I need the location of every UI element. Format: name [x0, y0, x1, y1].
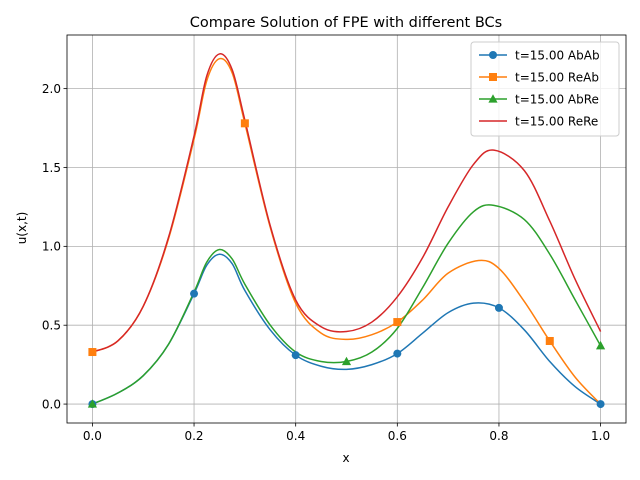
x-tick-label: 0.4: [286, 429, 305, 443]
series-3-marker: [87, 399, 98, 408]
x-tick-label: 0.2: [184, 429, 203, 443]
y-tick-label: 1.5: [42, 161, 61, 175]
plot-frame: [66, 34, 627, 424]
series-1-marker: [393, 349, 402, 358]
legend-label-1: t=15.00 AbAb: [515, 48, 600, 62]
legend-label-3: t=15.00 AbRe: [515, 92, 599, 106]
x-tick-label: 1.0: [591, 429, 610, 443]
series-markers: [87, 119, 606, 409]
series-1-marker: [494, 303, 503, 312]
series-line-3: [92, 204, 602, 405]
chart-title: Compare Solution of FPE with different B…: [190, 15, 502, 31]
legend-box: [470, 41, 620, 137]
y-tick-label: 2.0: [42, 82, 61, 96]
series-2-marker: [393, 318, 402, 327]
series-1-marker: [291, 351, 300, 360]
series-3-marker: [341, 356, 352, 366]
series-line-4: [92, 53, 602, 353]
y-axis-label: u(x,t): [15, 212, 29, 245]
legend-label-4: t=15.00 ReRe: [515, 114, 598, 128]
x-tick-label: 0.8: [489, 429, 508, 443]
legend-marker-2: [489, 73, 497, 81]
series-lines: [92, 53, 602, 405]
legend-marker-3: [488, 94, 498, 103]
x-axis-label: x: [342, 451, 349, 465]
series-2-marker: [545, 336, 554, 345]
legend: t=15.00 AbAb t=15.00 ReAb t=15.00 AbRe t=15…: [470, 41, 620, 137]
x-tick-label: 0.0: [83, 429, 102, 443]
y-tick-label: 0.5: [42, 319, 61, 333]
y-tick-label: 0.0: [42, 397, 61, 411]
series-2-marker: [88, 348, 97, 357]
series-3-marker: [595, 340, 606, 350]
legend-label-2: t=15.00 ReAb: [515, 70, 599, 84]
x-tick-label: 0.6: [388, 429, 407, 443]
series-2-marker: [240, 119, 249, 128]
series-1-marker: [596, 400, 605, 409]
axis-ticks: 0.0 0.2 0.4 0.6 0.8 1.0 0.0 0.5 1.0 1.5 2.0: [42, 82, 610, 443]
y-tick-label: 1.0: [42, 240, 61, 254]
series-1-marker: [190, 289, 199, 298]
legend-marker-1: [489, 51, 497, 59]
